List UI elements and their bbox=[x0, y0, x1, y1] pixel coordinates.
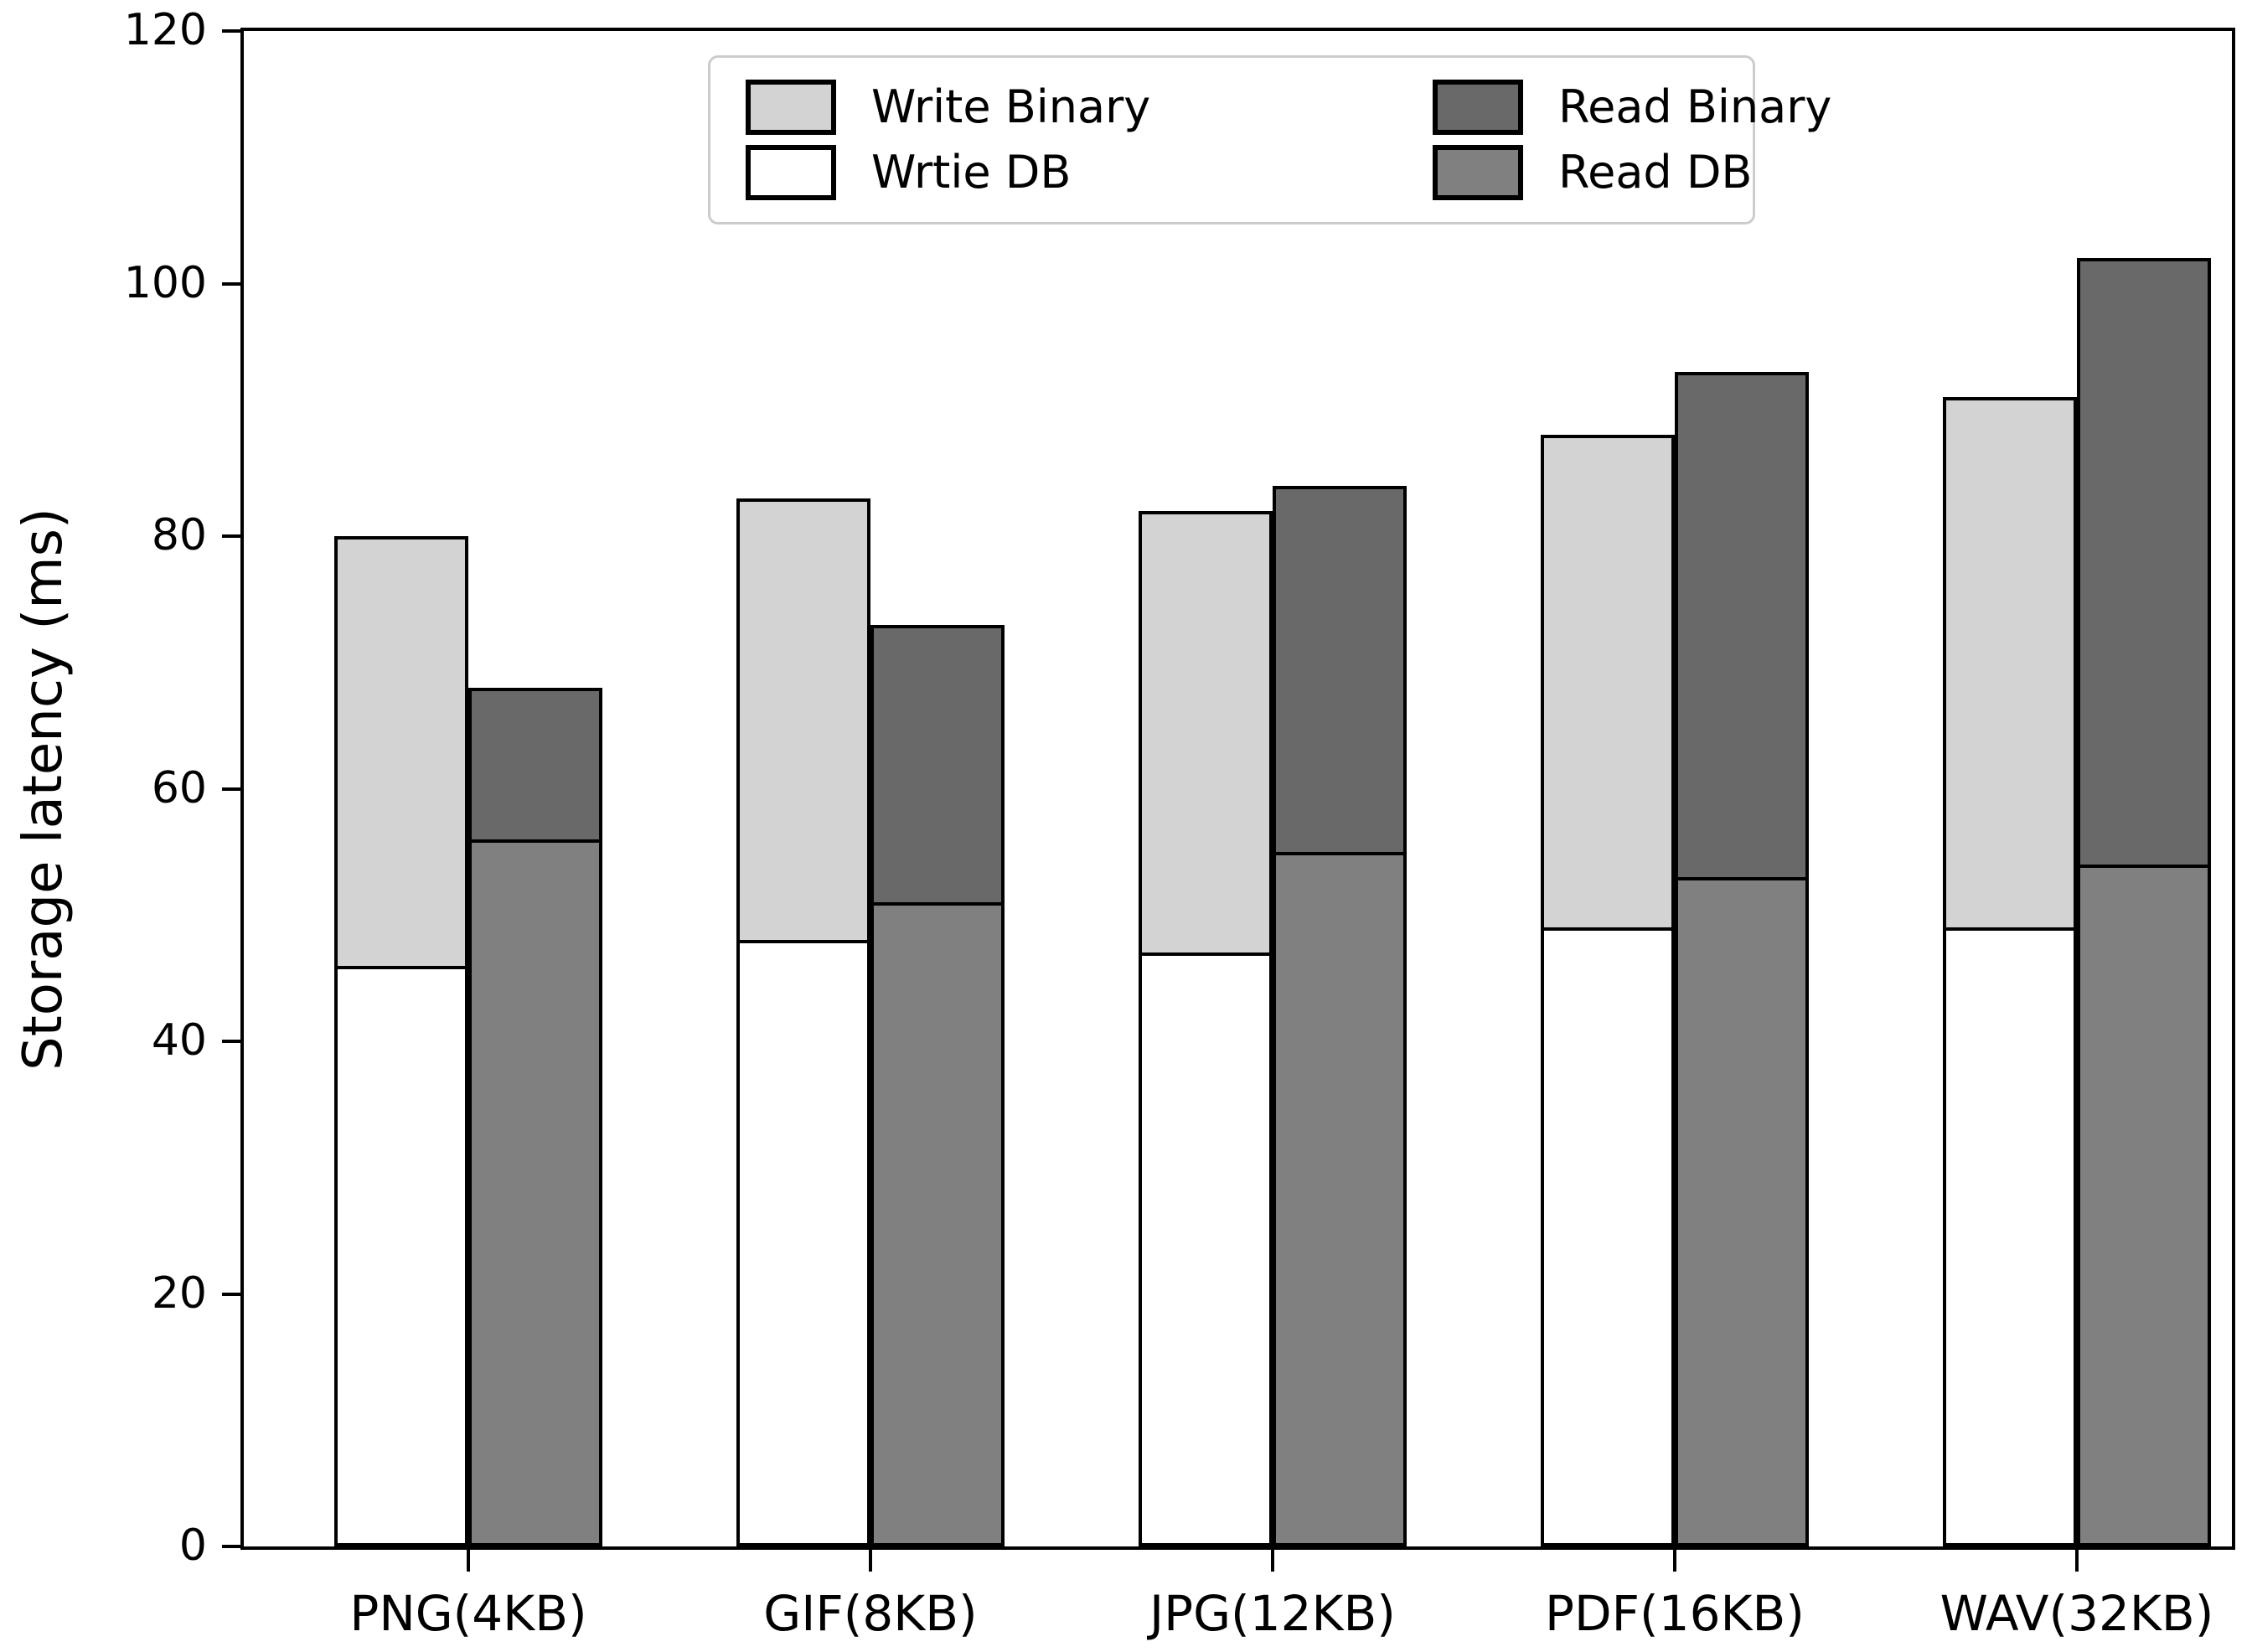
x-axis-tick-label: JPG(12KB) bbox=[1149, 1585, 1396, 1642]
y-axis-tick-label: 120 bbox=[123, 5, 207, 55]
x-axis-tick-mark bbox=[1673, 1550, 1676, 1572]
plot-area bbox=[240, 28, 2235, 1550]
legend: Write Binary Wrtie DB Read Binary Read DB bbox=[708, 55, 1831, 225]
legend-entry-read-db: Read DB bbox=[1433, 145, 1831, 200]
legend-label: Write Binary bbox=[871, 80, 1151, 133]
legend-label: Wrtie DB bbox=[871, 146, 1072, 199]
legend-label: Read Binary bbox=[1558, 80, 1832, 133]
bar-read-read-binary-pdf16kb bbox=[1675, 372, 1809, 881]
bar-read-read-binary-png4kb bbox=[468, 687, 602, 843]
y-axis-tick-mark bbox=[222, 1545, 240, 1548]
legend-swatch-icon bbox=[746, 80, 836, 135]
legend-swatch-icon bbox=[1433, 145, 1523, 200]
bar-write-wrtie-db-wav32kb bbox=[1943, 927, 2077, 1546]
x-axis-tick-mark bbox=[1271, 1550, 1274, 1572]
bar-write-wrtie-db-jpg12kb bbox=[1139, 952, 1273, 1546]
y-axis-tick-label: 0 bbox=[178, 1520, 207, 1571]
y-axis-tick-mark bbox=[222, 281, 240, 286]
legend-label: Read DB bbox=[1558, 146, 1753, 199]
y-axis-tick-label: 20 bbox=[151, 1267, 207, 1319]
bar-write-write-binary-wav32kb bbox=[1943, 397, 2077, 932]
x-axis-tick-mark bbox=[467, 1550, 470, 1572]
bar-read-read-db-png4kb bbox=[468, 839, 602, 1546]
bar-read-read-db-gif8kb bbox=[870, 902, 1005, 1546]
x-axis-tick-label: PDF(16KB) bbox=[1545, 1585, 1805, 1642]
bar-write-wrtie-db-png4kb bbox=[334, 965, 468, 1546]
bar-write-wrtie-db-gif8kb bbox=[736, 940, 870, 1546]
y-axis-tick-mark bbox=[222, 787, 240, 791]
bar-read-read-db-pdf16kb bbox=[1675, 877, 1809, 1546]
y-axis-tick-mark bbox=[222, 1292, 240, 1296]
y-axis-tick-label: 40 bbox=[151, 1015, 207, 1066]
legend-entry-read-binary: Read Binary bbox=[1433, 80, 1831, 135]
y-axis-tick-label: 80 bbox=[151, 510, 207, 560]
bar-read-read-db-jpg12kb bbox=[1273, 851, 1407, 1546]
bar-write-write-binary-gif8kb bbox=[736, 498, 870, 944]
legend-entry-wrtie-db: Wrtie DB bbox=[746, 145, 1433, 200]
x-axis-tick-label: WAV(32KB) bbox=[1940, 1585, 2214, 1642]
legend-entry-write-binary: Write Binary bbox=[746, 80, 1433, 135]
y-axis-tick-label: 100 bbox=[123, 257, 207, 308]
bar-write-write-binary-png4kb bbox=[334, 536, 468, 969]
bar-write-wrtie-db-pdf16kb bbox=[1541, 927, 1675, 1546]
y-axis-tick-mark bbox=[222, 534, 240, 538]
y-axis-tick-label: 60 bbox=[151, 762, 207, 813]
legend-swatch-icon bbox=[746, 145, 836, 200]
bar-read-read-binary-gif8kb bbox=[870, 624, 1005, 906]
y-axis-tick-mark bbox=[222, 1040, 240, 1043]
bar-read-read-binary-jpg12kb bbox=[1273, 485, 1407, 855]
bar-read-read-db-wav32kb bbox=[2077, 864, 2211, 1546]
legend-swatch-icon bbox=[1433, 80, 1523, 135]
x-axis-tick-mark bbox=[2075, 1550, 2079, 1572]
bar-write-write-binary-jpg12kb bbox=[1139, 510, 1273, 957]
x-axis-tick-label: GIF(8KB) bbox=[763, 1585, 978, 1642]
x-axis-tick-mark bbox=[869, 1550, 872, 1572]
bar-read-read-binary-wav32kb bbox=[2077, 258, 2211, 868]
x-axis-tick-label: PNG(4KB) bbox=[349, 1585, 587, 1642]
bar-write-write-binary-pdf16kb bbox=[1541, 435, 1675, 932]
y-axis-tick-mark bbox=[222, 29, 240, 33]
